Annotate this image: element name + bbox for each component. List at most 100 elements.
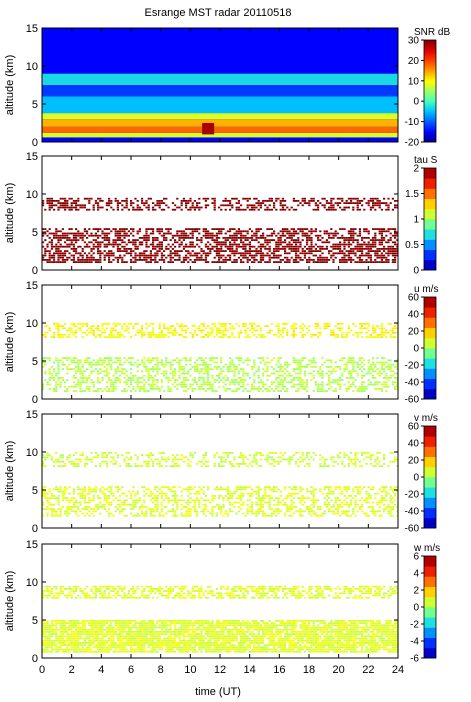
- data-cell: [158, 259, 161, 261]
- data-cell: [288, 259, 291, 261]
- data-cell: [352, 359, 355, 362]
- data-cell: [169, 325, 172, 327]
- data-cell: [297, 228, 300, 230]
- data-cell: [147, 237, 150, 239]
- data-cell: [275, 245, 278, 248]
- data-cell: [114, 486, 117, 488]
- data-cell: [323, 361, 326, 364]
- data-cell: [372, 327, 375, 330]
- data-cell: [86, 388, 89, 390]
- data-cell: [147, 331, 150, 334]
- data-cell: [301, 357, 304, 359]
- data-cell: [130, 261, 133, 263]
- data-cell: [202, 252, 205, 255]
- data-cell: [387, 230, 390, 233]
- data-cell: [187, 327, 190, 330]
- data-cell: [125, 390, 128, 392]
- data-cell: [141, 336, 144, 338]
- data-cell: [112, 245, 115, 248]
- data-cell: [391, 501, 394, 504]
- heatmap-area: [42, 414, 398, 528]
- colorbar-step: [424, 126, 436, 129]
- data-cell: [121, 259, 124, 261]
- data-cell: [224, 241, 227, 244]
- data-cell: [200, 331, 203, 334]
- data-cell: [358, 234, 361, 237]
- data-cell: [334, 499, 337, 502]
- data-cell: [66, 336, 69, 338]
- data-cell: [279, 383, 282, 386]
- data-cell: [204, 506, 207, 508]
- data-cell: [367, 252, 370, 255]
- data-cell: [264, 363, 267, 366]
- data-cell: [156, 250, 159, 252]
- data-cell: [167, 329, 170, 332]
- data-cell: [134, 361, 137, 364]
- data-cell: [215, 366, 218, 368]
- data-cell: [246, 237, 249, 239]
- colorbar-step: [424, 74, 436, 77]
- data-cell: [147, 390, 150, 392]
- data-cell: [356, 261, 359, 263]
- data-cell: [176, 254, 179, 257]
- data-cell: [332, 261, 335, 263]
- data-cell: [167, 510, 170, 513]
- data-cell: [138, 514, 141, 517]
- data-cell: [255, 336, 258, 338]
- data-cell: [114, 506, 117, 508]
- data-cell: [317, 204, 320, 207]
- data-cell: [352, 230, 355, 233]
- data-cell: [308, 248, 311, 250]
- data-cell: [50, 503, 53, 506]
- data-cell: [284, 239, 287, 241]
- data-cell: [48, 329, 51, 332]
- data-cell: [185, 237, 188, 239]
- data-cell: [358, 359, 361, 362]
- layer-1: [42, 323, 398, 338]
- data-cell: [372, 206, 375, 209]
- data-cell: [343, 206, 346, 209]
- data-cell: [394, 388, 397, 390]
- data-cell: [83, 508, 86, 510]
- data-cell: [123, 390, 126, 392]
- data-cell: [123, 329, 126, 332]
- data-cell: [44, 486, 47, 488]
- data-cell: [191, 366, 194, 368]
- data-cell: [154, 495, 157, 497]
- data-cell: [123, 230, 126, 233]
- data-cell: [99, 359, 102, 362]
- data-cell: [72, 237, 75, 239]
- data-cell: [222, 488, 225, 491]
- data-cell: [369, 248, 372, 250]
- data-cell: [77, 230, 80, 233]
- data-cell: [229, 370, 232, 373]
- data-cell: [72, 325, 75, 327]
- data-cell: [75, 357, 78, 359]
- data-cell: [152, 243, 155, 246]
- data-cell: [94, 202, 97, 204]
- data-cell: [281, 381, 284, 384]
- data-cell: [334, 245, 337, 248]
- data-cell: [180, 359, 183, 362]
- data-cell: [365, 202, 368, 204]
- data-cell: [92, 381, 95, 384]
- data-cell: [290, 250, 293, 252]
- data-cell: [281, 206, 284, 209]
- data-cell: [286, 323, 289, 325]
- data-cell: [196, 204, 199, 207]
- data-cell: [358, 492, 361, 495]
- data-cell: [57, 377, 60, 379]
- data-cell: [367, 506, 370, 508]
- data-cell: [248, 377, 251, 379]
- data-cell: [290, 248, 293, 250]
- layer-band: [42, 73, 398, 85]
- data-cell: [48, 359, 51, 362]
- data-cell: [253, 208, 256, 211]
- data-cell: [284, 368, 287, 370]
- data-cell: [319, 331, 322, 334]
- data-cell: [145, 368, 148, 370]
- data-cell: [299, 497, 302, 499]
- data-cell: [189, 241, 192, 244]
- data-cell: [198, 377, 201, 379]
- data-cell: [121, 234, 124, 237]
